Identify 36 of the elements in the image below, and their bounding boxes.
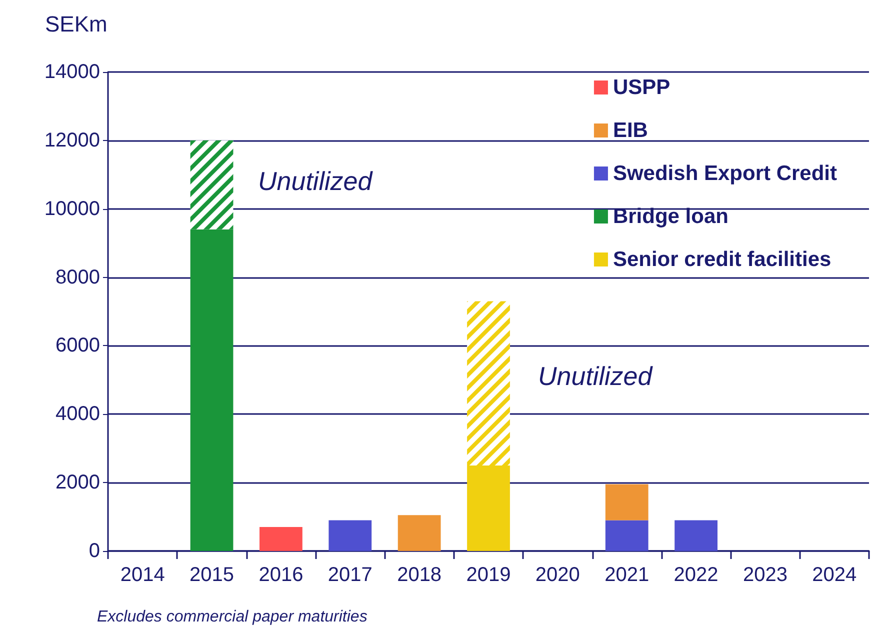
- y-tick-label: 0: [88, 540, 100, 562]
- legend-label: USPP: [612, 76, 670, 99]
- x-tick-label: 2017: [328, 564, 372, 586]
- bar: [605, 484, 648, 520]
- y-tick-label: 4000: [56, 403, 100, 426]
- x-tick-label: 2023: [742, 564, 788, 586]
- y-tick-label: 6000: [56, 334, 100, 357]
- bar: [674, 520, 718, 551]
- x-tick-label: 2022: [674, 564, 718, 586]
- y-tick-label: 14000: [44, 61, 100, 83]
- x-tick-label: 2020: [535, 564, 580, 586]
- bar: [467, 465, 510, 551]
- annotation: Unutilized: [538, 361, 654, 391]
- bar: [328, 520, 372, 551]
- legend-label: Senior credit facilities: [612, 248, 832, 271]
- x-tick-label: 2018: [397, 564, 442, 586]
- annotation: Unutilized: [258, 166, 374, 196]
- bar: [398, 515, 441, 551]
- x-tick-label: 2024: [812, 564, 857, 586]
- legend-label: Swedish Export Credit: [612, 162, 838, 185]
- y-tick-label: 2000: [56, 472, 100, 494]
- x-tick-label: 2021: [604, 564, 650, 586]
- legend-label: EIB: [612, 119, 648, 142]
- text: Excludes commercial paper maturities: [97, 608, 368, 626]
- y-tick-label: 8000: [56, 266, 100, 288]
- x-tick-label: 2014: [120, 564, 165, 586]
- bar: [190, 229, 234, 551]
- x-tick-label: 2015: [190, 564, 234, 586]
- bar: [605, 520, 648, 551]
- bar: [260, 527, 302, 551]
- legend-label: Bridge loan: [612, 205, 728, 228]
- y-tick-label: 12000: [44, 129, 100, 152]
- x-tick-label: 2019: [466, 564, 511, 586]
- x-tick-label: 2016: [258, 564, 304, 586]
- y-axis-title: SEKm: [45, 12, 108, 36]
- y-tick-label: 10000: [44, 198, 100, 220]
